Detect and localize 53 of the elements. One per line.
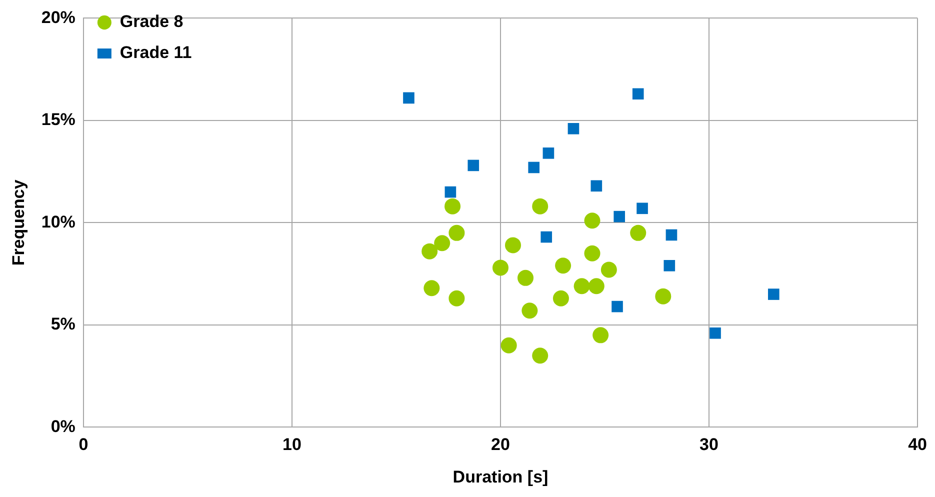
point <box>612 300 623 312</box>
y-tick-label: 5% <box>50 314 76 334</box>
point <box>532 198 548 214</box>
point <box>588 278 604 294</box>
legend-label: Grade 11 <box>120 43 192 62</box>
point <box>555 258 572 274</box>
point <box>592 327 609 344</box>
x-tick-label: 40 <box>908 435 928 454</box>
y-axis-title: Frequency <box>8 179 28 266</box>
point <box>403 92 414 104</box>
point <box>492 260 508 276</box>
point <box>448 224 465 241</box>
point <box>518 270 534 286</box>
point <box>710 327 721 339</box>
point <box>568 122 580 134</box>
point <box>655 288 672 304</box>
point <box>614 210 626 222</box>
point <box>422 243 438 260</box>
point <box>532 348 548 364</box>
point <box>444 198 461 214</box>
point <box>500 337 517 354</box>
y-tick-label: 20% <box>41 8 76 27</box>
point <box>522 302 538 319</box>
point <box>664 260 676 272</box>
x-tick-label: 30 <box>700 435 718 454</box>
x-tick-label: 10 <box>282 435 302 454</box>
point <box>540 231 552 243</box>
point <box>590 180 602 192</box>
point <box>468 160 480 172</box>
point <box>424 280 440 296</box>
x-tick-label: 0 <box>78 435 88 454</box>
legend-label: Grade 8 <box>120 12 184 32</box>
point <box>574 278 590 294</box>
point <box>584 212 600 229</box>
point <box>552 290 569 306</box>
point <box>600 262 617 278</box>
y-tick-label: 10% <box>41 212 76 232</box>
point <box>632 88 644 100</box>
point <box>542 148 554 159</box>
point <box>504 237 521 254</box>
point <box>434 235 450 252</box>
point <box>448 290 465 306</box>
point <box>584 245 600 262</box>
point <box>666 229 678 241</box>
y-tick-label: 15% <box>41 110 76 130</box>
point <box>630 224 646 241</box>
point <box>528 162 540 174</box>
point <box>444 186 456 198</box>
x-axis-title: Duration [s] <box>452 467 548 486</box>
point <box>636 202 648 214</box>
x-tick-label: 20 <box>491 435 510 454</box>
point <box>768 288 780 300</box>
y-tick-label: 0% <box>50 416 76 436</box>
